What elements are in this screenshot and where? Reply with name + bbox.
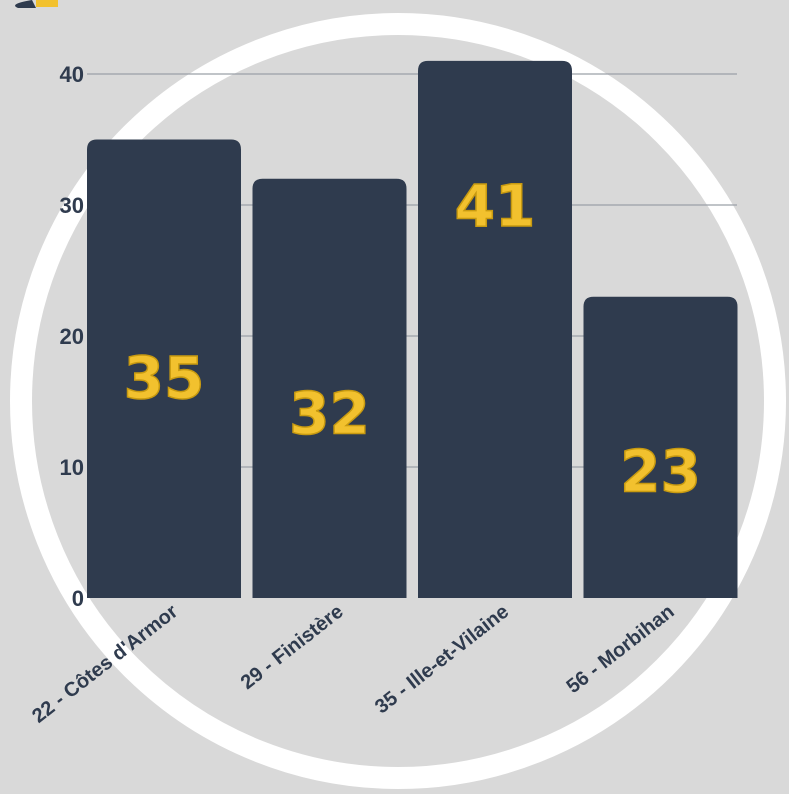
y-tick-label: 30 xyxy=(60,193,84,218)
x-tick-label: 35 - Ille-et-Vilaine xyxy=(371,601,513,719)
y-tick-label: 10 xyxy=(60,455,84,480)
logo-icon xyxy=(15,0,36,8)
data-label: 35 xyxy=(124,344,205,412)
logo-icon-mark xyxy=(36,0,58,7)
data-label: 23 xyxy=(620,437,701,505)
y-axis-ticks: 0 10 20 30 40 xyxy=(60,62,84,611)
decorative-ring xyxy=(10,13,786,789)
bar xyxy=(252,178,407,599)
y-tick-label: 0 xyxy=(72,586,84,611)
logo xyxy=(15,0,58,8)
data-label: 32 xyxy=(289,380,370,448)
x-tick-label: 22 - Côtes d'Armor xyxy=(28,600,182,727)
y-tick-label: 40 xyxy=(60,62,84,87)
bar xyxy=(583,296,738,598)
bar xyxy=(418,60,572,598)
bars xyxy=(87,60,738,599)
bar xyxy=(87,139,241,598)
y-tick-label: 20 xyxy=(60,324,84,349)
data-labels: 35 32 41 23 xyxy=(123,171,702,506)
x-tick-label: 29 - Finistère xyxy=(237,601,348,694)
data-label: 41 xyxy=(455,172,536,240)
